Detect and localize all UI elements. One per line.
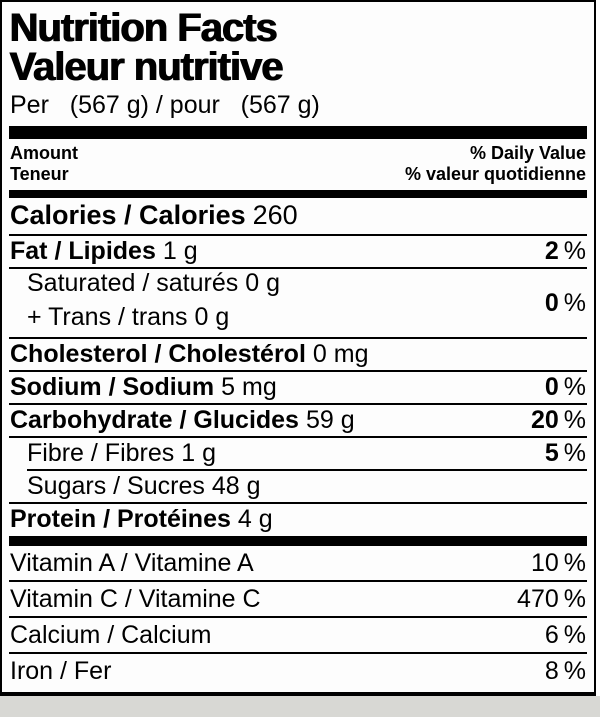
calories-value: 260 <box>252 200 298 231</box>
nutrient-row-sugars: Sugars / Sucres 48 g <box>27 469 587 502</box>
sodium-daily-value: 0% <box>544 373 586 402</box>
calories-label: Calories / Calories <box>10 200 246 231</box>
percent-sign: % <box>563 584 586 613</box>
column-header-english: Amount % Daily Value <box>10 143 586 164</box>
protein-label: Protein / Protéines <box>10 505 231 534</box>
sodium-label: Sodium / Sodium <box>10 373 215 402</box>
carbohydrate-label: Carbohydrate / Glucides <box>10 406 299 435</box>
micronutrient-row-vitamin-a: Vitamin A / Vitamine A 10% <box>9 546 587 580</box>
cholesterol-label: Cholesterol / Cholestérol <box>10 340 306 369</box>
iron-daily-value: 8% <box>544 656 586 685</box>
fibre-label: Fibre / Fibres <box>27 439 175 468</box>
divider-bar-header <box>9 190 587 199</box>
amount-header-fr: Teneur <box>10 164 69 185</box>
column-header-french: Teneur % valeur quotidienne <box>10 164 586 185</box>
percent-sign: % <box>563 237 586 266</box>
vitamin-a-daily-value: 10% <box>530 548 586 577</box>
micronutrient-row-vitamin-c: Vitamin C / Vitamine C 470% <box>9 580 587 616</box>
nutrient-row-sodium: Sodium / Sodium 5 mg 0% <box>9 370 587 403</box>
micronutrient-row-calcium: Calcium / Calcium 6% <box>9 616 587 652</box>
trans-value: 0 g <box>194 303 230 332</box>
daily-value-header-fr: % valeur quotidienne <box>404 164 586 185</box>
percent-sign: % <box>563 548 586 577</box>
fibre-value: 1 g <box>181 439 217 468</box>
percent-sign: % <box>563 288 586 317</box>
protein-value: 4 g <box>237 505 273 534</box>
saturated-value: 0 g <box>245 269 280 298</box>
daily-value-header-en: % Daily Value <box>469 142 586 163</box>
micronutrient-row-iron: Iron / Fer 8% <box>9 652 587 688</box>
vitamin-c-daily-value: 470% <box>517 584 586 613</box>
nutrient-row-fat: Fat / Lipides 1 g 2% <box>9 234 587 267</box>
nutrient-row-saturated-trans: Saturated / saturés 0 g + Trans / trans … <box>9 267 587 337</box>
nutrient-row-carbohydrate: Carbohydrate / Glucides 59 g 20% <box>9 403 587 436</box>
carbohydrate-daily-value: 20% <box>530 406 586 435</box>
sugars-value: 48 g <box>211 472 261 501</box>
calcium-daily-value: 6% <box>544 620 586 649</box>
carbohydrate-value: 59 g <box>305 406 355 435</box>
percent-sign: % <box>563 656 586 685</box>
cholesterol-value: 0 mg <box>312 340 369 369</box>
percent-sign: % <box>563 620 586 649</box>
nutrition-facts-label: Nutrition Facts Valeur nutritive Per (56… <box>0 0 596 696</box>
title-block: Nutrition Facts Valeur nutritive <box>9 2 587 87</box>
saturated-label: Saturated / saturés <box>27 269 239 298</box>
saturated-trans-daily-value: 0% <box>544 288 586 317</box>
calcium-label: Calcium / Calcium <box>10 620 212 649</box>
fibre-daily-value: 5% <box>544 439 586 468</box>
fat-value: 1 g <box>162 237 198 266</box>
background-strip <box>0 696 600 717</box>
percent-sign: % <box>563 373 586 402</box>
nutrient-row-fibre: Fibre / Fibres 1 g 5% <box>9 436 587 469</box>
fat-label: Fat / Lipides <box>10 237 156 266</box>
percent-sign: % <box>563 439 586 468</box>
calories-row: Calories / Calories 260 <box>9 198 587 234</box>
iron-label: Iron / Fer <box>10 656 112 685</box>
vitamin-c-label: Vitamin C / Vitamine C <box>10 584 261 613</box>
fat-daily-value: 2% <box>544 237 586 266</box>
serving-size-line: Per (567 g) / pour (567 g) <box>10 91 320 120</box>
nutrient-row-protein: Protein / Protéines 4 g <box>9 502 587 535</box>
amount-header-en: Amount <box>10 142 78 163</box>
title-english: Nutrition Facts <box>9 6 277 50</box>
vitamin-a-label: Vitamin A / Vitamine A <box>10 548 254 577</box>
trans-label: + Trans / trans <box>27 303 188 332</box>
sugars-label: Sugars / Sucres <box>27 472 205 501</box>
divider-bar-top <box>9 125 587 139</box>
title-french: Valeur nutritive <box>9 45 283 90</box>
divider-bar-micronutrients <box>9 536 587 547</box>
sodium-value: 5 mg <box>221 373 277 402</box>
nutrient-row-cholesterol: Cholesterol / Cholestérol 0 mg <box>9 337 587 370</box>
percent-sign: % <box>563 406 586 435</box>
column-header-block: Amount % Daily Value Teneur % valeur quo… <box>9 139 587 190</box>
